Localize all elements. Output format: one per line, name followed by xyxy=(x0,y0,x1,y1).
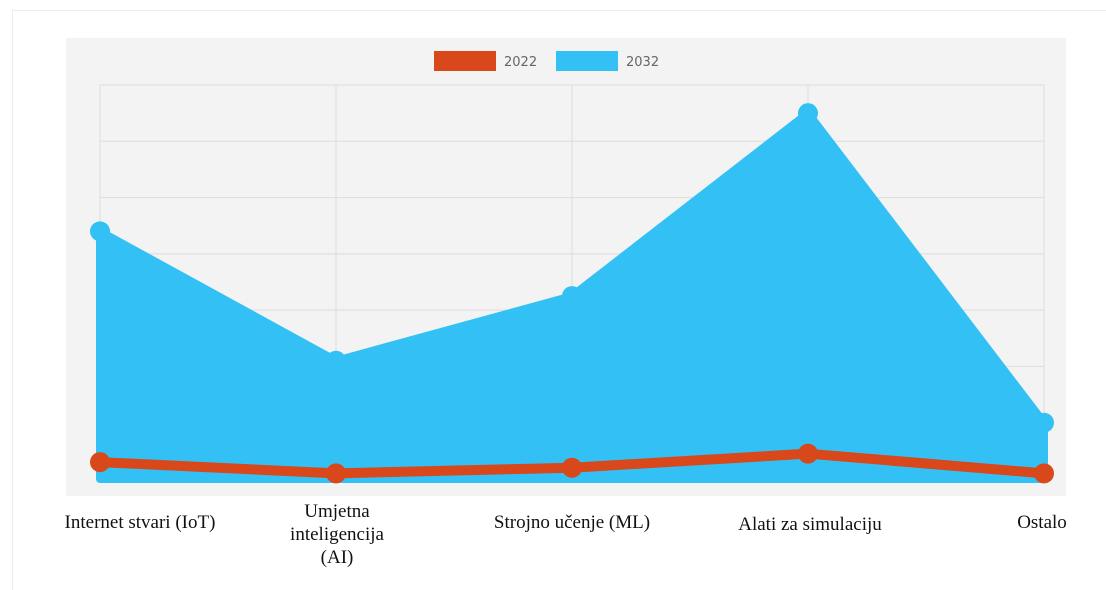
series-2022-point-4 xyxy=(1034,463,1054,484)
series-2022-point-1 xyxy=(326,463,346,484)
x-tick-label-ai: Umjetna inteligencija (AI) xyxy=(290,501,384,568)
series-2022-point-0 xyxy=(90,452,110,473)
series-2032-point-1 xyxy=(326,350,346,371)
legend-label-2032: 2032 xyxy=(626,55,659,70)
x-tick-label-simulation: Alati za simulaciju xyxy=(738,514,882,535)
legend-swatch-2022 xyxy=(434,51,496,71)
series-2022-point-2 xyxy=(562,457,582,478)
x-tick-label-other: Ostalo xyxy=(1017,512,1067,533)
series-2022-point-3 xyxy=(798,443,818,464)
series-2032-point-0 xyxy=(90,221,110,242)
legend-label-2022: 2022 xyxy=(504,55,537,70)
x-tick-label-iot: Internet stvari (IoT) xyxy=(64,512,216,533)
frame-left-border xyxy=(12,10,13,590)
x-tick-label-ml: Strojno učenje (ML) xyxy=(493,512,651,533)
frame-top-border xyxy=(12,10,1106,11)
series-2032-point-2 xyxy=(562,286,582,307)
legend-swatch-2032 xyxy=(556,51,618,71)
series-2032-point-3 xyxy=(798,103,818,124)
series-2032-point-4 xyxy=(1034,412,1054,433)
